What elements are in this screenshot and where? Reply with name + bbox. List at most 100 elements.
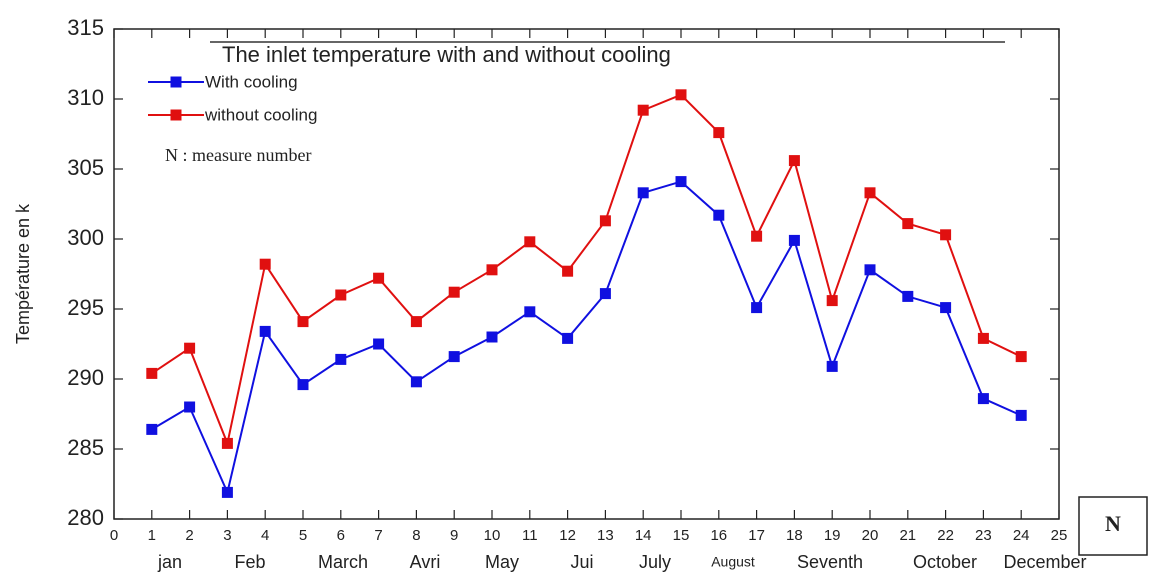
x-tick-label: 4: [261, 527, 269, 544]
point-marker: [826, 295, 838, 307]
x-tick-label: 16: [710, 527, 727, 544]
month-label: March: [318, 552, 368, 572]
month-label: May: [485, 552, 519, 572]
y-tick-label: 295: [67, 295, 104, 320]
point-marker: [410, 316, 422, 328]
point-marker: [524, 236, 536, 248]
point-marker: [751, 302, 763, 314]
x-tick-label: 22: [937, 527, 954, 544]
y-tick-label: 315: [67, 15, 104, 40]
point-marker: [977, 393, 989, 405]
point-marker: [486, 264, 498, 276]
point-marker: [562, 332, 574, 344]
x-tick-label: 24: [1013, 527, 1030, 544]
point-marker: [1015, 409, 1027, 421]
point-marker: [373, 338, 385, 350]
x-tick-label: 21: [899, 527, 916, 544]
point-marker: [1015, 351, 1027, 363]
point-marker: [373, 272, 385, 284]
point-marker: [184, 401, 196, 413]
series-line: [151, 93, 1022, 447]
x-tick-label: 10: [484, 527, 501, 544]
point-marker: [713, 209, 725, 221]
point-marker: [335, 353, 347, 365]
point-marker: [297, 379, 309, 391]
x-tick-label: 1: [148, 527, 156, 544]
point-marker: [335, 289, 347, 301]
month-label: July: [639, 552, 671, 572]
point-marker: [524, 306, 536, 318]
x-tick-label: 20: [862, 527, 879, 544]
x-tick-label: 12: [559, 527, 576, 544]
x-tick-label: 11: [522, 527, 538, 544]
y-tick-label: 300: [67, 225, 104, 250]
x-tick-label: 8: [412, 527, 420, 544]
point-marker: [221, 486, 233, 498]
x-tick-label: 9: [450, 527, 458, 544]
y-tick-label: 285: [67, 435, 104, 460]
point-marker: [864, 264, 876, 276]
point-marker: [259, 325, 271, 337]
y-tick-label: 305: [67, 155, 104, 180]
x-tick-label: 2: [185, 527, 193, 544]
x-tick-label: 7: [374, 527, 382, 544]
month-label: Feb: [234, 552, 265, 572]
point-marker: [751, 230, 763, 242]
point-marker: [448, 286, 460, 298]
month-label: October: [913, 552, 977, 572]
point-marker: [221, 437, 233, 449]
y-tick-label: 310: [67, 85, 104, 110]
legend-marker: [170, 76, 182, 88]
x-tick-label: 18: [786, 527, 803, 544]
y-tick-label: 290: [67, 365, 104, 390]
point-marker: [713, 127, 725, 139]
x-tick-label: 17: [748, 527, 765, 544]
y-axis-label: Température en k: [13, 203, 33, 344]
y-tick-label: 280: [67, 505, 104, 530]
point-marker: [410, 376, 422, 388]
series-line: [151, 180, 1022, 496]
point-marker: [448, 351, 460, 363]
month-label: Jui: [570, 552, 593, 572]
point-marker: [146, 423, 158, 435]
point-marker: [486, 331, 498, 343]
x-tick-label: 5: [299, 527, 307, 544]
month-label: August: [711, 554, 755, 570]
x-tick-label: 6: [337, 527, 345, 544]
legend-label: With cooling: [205, 72, 298, 91]
point-marker: [940, 229, 952, 241]
month-label: December: [1003, 552, 1086, 572]
x-tick-label: 15: [673, 527, 690, 544]
point-marker: [940, 302, 952, 314]
point-marker: [599, 215, 611, 227]
point-marker: [637, 104, 649, 116]
point-marker: [675, 89, 687, 101]
month-label: Avri: [410, 552, 441, 572]
point-marker: [788, 234, 800, 246]
x-tick-label: 23: [975, 527, 992, 544]
point-marker: [637, 187, 649, 199]
point-marker: [977, 332, 989, 344]
x-tick-label: 25: [1051, 527, 1068, 544]
plot-frame: [113, 28, 1060, 520]
point-marker: [146, 367, 158, 379]
point-marker: [259, 258, 271, 270]
x-tick-label: 19: [824, 527, 841, 544]
x-tick-label: 13: [597, 527, 614, 544]
point-marker: [599, 288, 611, 300]
x-tick-label: 14: [635, 527, 652, 544]
point-marker: [788, 155, 800, 167]
point-marker: [864, 187, 876, 199]
point-marker: [675, 176, 687, 188]
x-tick-label: 0: [110, 527, 118, 544]
chart-title: The inlet temperature with and without c…: [222, 42, 671, 67]
legend-marker: [170, 109, 182, 121]
x-axis-box: [1078, 496, 1148, 556]
point-marker: [902, 218, 914, 230]
point-marker: [184, 342, 196, 354]
point-marker: [562, 265, 574, 277]
month-label: jan: [157, 552, 182, 572]
x-tick-label: 3: [223, 527, 231, 544]
point-marker: [902, 290, 914, 302]
